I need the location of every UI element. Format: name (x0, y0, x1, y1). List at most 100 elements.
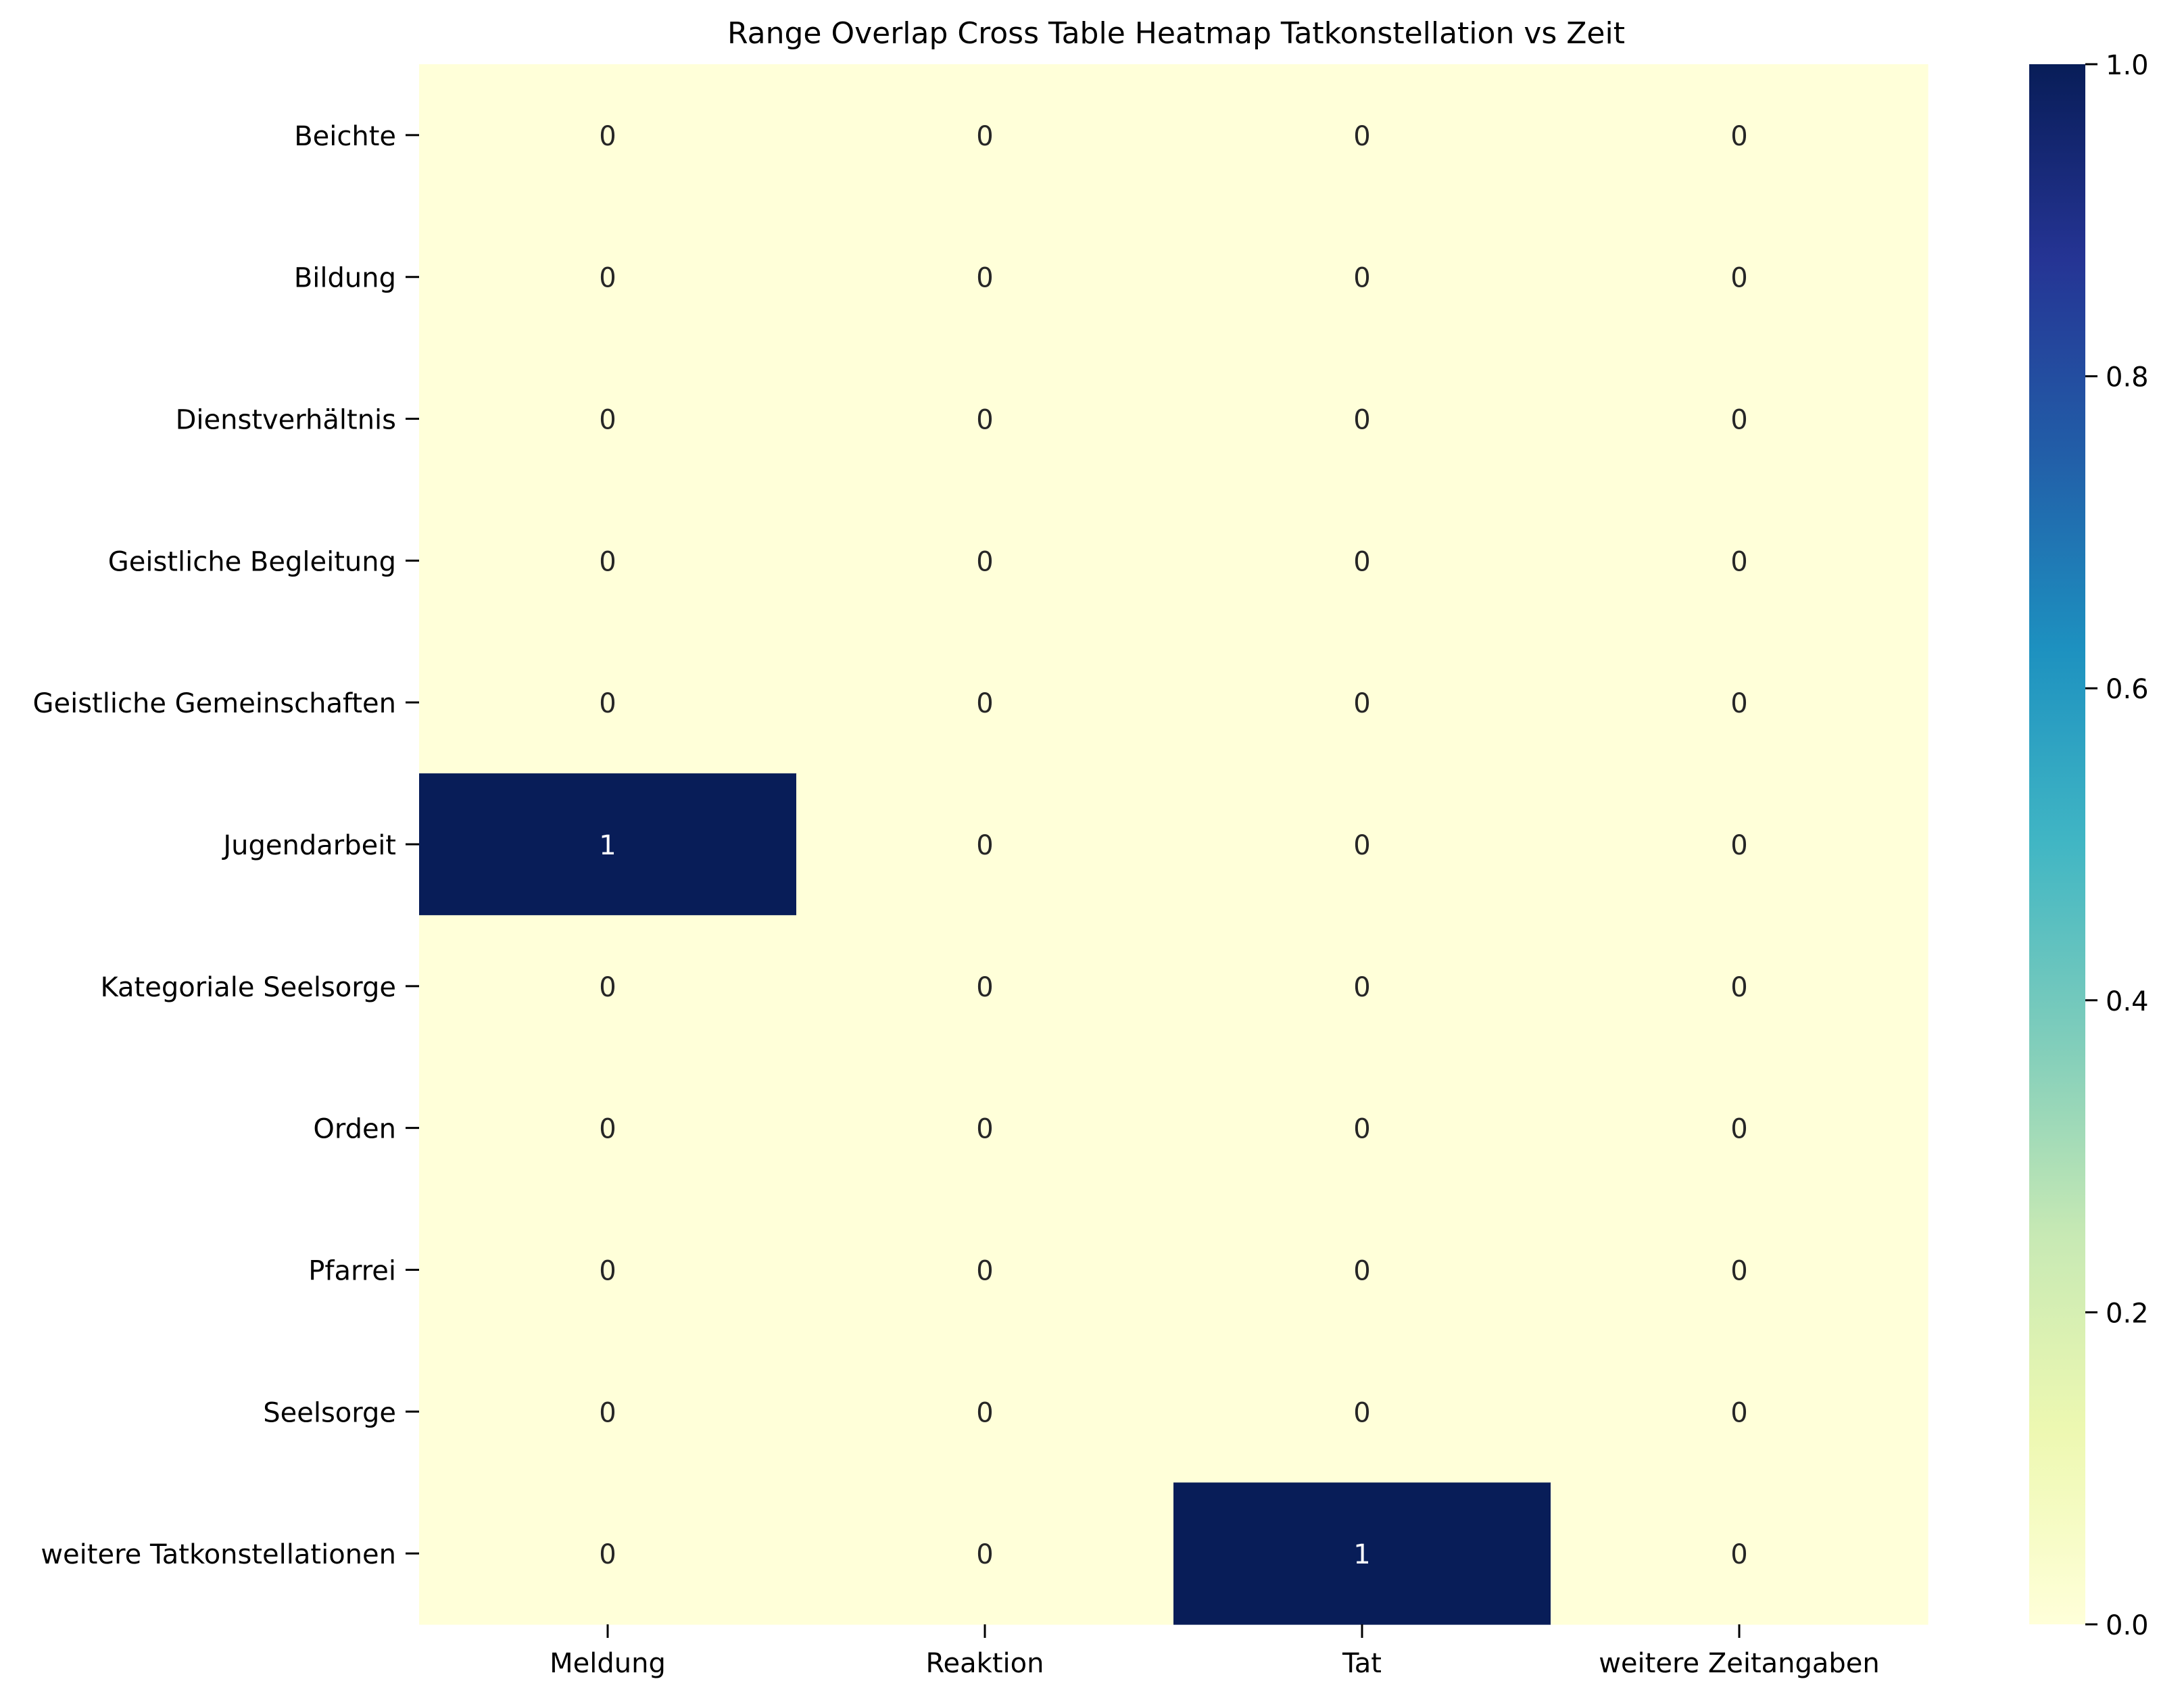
heatmap-cell-weitere-tatkonstellationen-tat (1173, 1482, 1551, 1625)
cell-value-label: 0 (1353, 263, 1370, 294)
heatmap-cell-geistliche-gemeinschaften-tat (1173, 631, 1551, 774)
x-axis: Meldung Reaktion Tat weitere Zeitangaben (550, 1624, 1880, 1679)
heatmap-cell-bildung-meldung (419, 205, 797, 349)
cell-value-label: 0 (1353, 121, 1370, 152)
heatmap-cell-weitere-tatkonstellationen-reaktion (796, 1482, 1174, 1625)
cell-value-label: 0 (1730, 1539, 1747, 1570)
heatmap-cell-dienstverhältnis-tat (1173, 347, 1551, 491)
cell-value-label: 0 (976, 546, 993, 577)
cell-value-label: 0 (1730, 121, 1747, 152)
heatmap-cell-geistliche-begleitung-reaktion (796, 489, 1174, 632)
y-tick-label-weitere-tatkonstellationen: weitere Tatkonstellationen (41, 1539, 396, 1570)
heatmap-cell-orden-meldung (419, 1057, 797, 1200)
heatmap-cell-dienstverhältnis-meldung (419, 347, 797, 491)
y-tick-label-orden: Orden (313, 1114, 396, 1145)
cell-value-label: 0 (1730, 405, 1747, 436)
heatmap-cell-kategoriale-seelsorge-weitere-zeitangaben (1551, 915, 1928, 1058)
cell-value-label: 0 (599, 1397, 616, 1428)
cell-value-label: 0 (976, 1397, 993, 1428)
y-tick-label-dienstverhältnis: Dienstverhältnis (176, 405, 396, 436)
cell-value-label: 0 (1730, 830, 1747, 861)
cell-value-label: 0 (599, 1539, 616, 1570)
cell-value-label: 0 (976, 1114, 993, 1145)
cell-value-label: 0 (1353, 546, 1370, 577)
heatmap-cells (419, 64, 1928, 1625)
y-tick-label-geistliche-begleitung: Geistliche Begleitung (108, 546, 396, 577)
cell-value-label: 0 (599, 688, 616, 719)
cell-value-label: 0 (976, 972, 993, 1003)
heatmap-cell-kategoriale-seelsorge-meldung (419, 915, 797, 1058)
cell-value-label: 0 (599, 405, 616, 436)
cell-value-label: 0 (1730, 1397, 1747, 1428)
heatmap-cell-seelsorge-reaktion (796, 1340, 1174, 1483)
heatmap-cell-seelsorge-weitere-zeitangaben (1551, 1340, 1928, 1483)
y-tick-label-seelsorge: Seelsorge (263, 1397, 396, 1428)
cell-value-label: 1 (1353, 1539, 1370, 1570)
heatmap-cell-kategoriale-seelsorge-tat (1173, 915, 1551, 1058)
heatmap-cell-beichte-reaktion (796, 64, 1174, 207)
heatmap-cell-pfarrei-tat (1173, 1198, 1551, 1341)
cell-value-label: 0 (976, 1255, 993, 1286)
x-tick-label-tat: Tat (1342, 1648, 1382, 1679)
cell-value-label: 0 (599, 1255, 616, 1286)
cell-value-label: 0 (1353, 830, 1370, 861)
heatmap-cell-kategoriale-seelsorge-reaktion (796, 915, 1174, 1058)
x-tick-label-reaktion: Reaktion (926, 1648, 1044, 1679)
cell-value-label: 0 (599, 121, 616, 152)
cell-value-label: 0 (976, 688, 993, 719)
heatmap-cell-geistliche-begleitung-meldung (419, 489, 797, 632)
y-tick-label-geistliche-gemeinschaften: Geistliche Gemeinschaften (33, 688, 397, 719)
colorbar-gradient (2029, 64, 2085, 1624)
cell-value-label: 0 (976, 405, 993, 436)
heatmap-cell-dienstverhältnis-weitere-zeitangaben (1551, 347, 1928, 491)
cell-value-label: 0 (1730, 972, 1747, 1003)
heatmap-cell-weitere-tatkonstellationen-weitere-zeitangaben (1551, 1482, 1928, 1625)
heatmap-cell-jugendarbeit-tat (1173, 773, 1551, 916)
colorbar: 0.0 0.2 0.4 0.6 0.8 1.0 (2029, 50, 2149, 1641)
heatmap-cell-orden-tat (1173, 1057, 1551, 1200)
heatmap-cell-dienstverhältnis-reaktion (796, 347, 1174, 491)
cell-value-label: 1 (599, 830, 616, 861)
heatmap-cell-beichte-meldung (419, 64, 797, 207)
heatmap-cell-geistliche-begleitung-tat (1173, 489, 1551, 632)
heatmap-cell-pfarrei-meldung (419, 1198, 797, 1341)
heatmap-cell-bildung-reaktion (796, 205, 1174, 349)
cell-value-label: 0 (1730, 688, 1747, 719)
y-axis: Beichte Bildung Dienstverhältnis Geistliche… (33, 121, 419, 1570)
heatmap-cell-jugendarbeit-meldung (419, 773, 797, 916)
cell-value-label: 0 (1353, 1255, 1370, 1286)
heatmap-cell-beichte-weitere-zeitangaben (1551, 64, 1928, 207)
colorbar-tick-label: 1.0 (2106, 50, 2149, 81)
colorbar-tick-label: 0.4 (2106, 986, 2149, 1017)
cell-value-label: 0 (1353, 1114, 1370, 1145)
heatmap-cell-beichte-tat (1173, 64, 1551, 207)
cell-value-label: 0 (599, 1114, 616, 1145)
heatmap-cell-geistliche-gemeinschaften-reaktion (796, 631, 1174, 774)
cell-value-label: 0 (976, 830, 993, 861)
colorbar-tick-label: 0.0 (2106, 1610, 2149, 1641)
heatmap-cell-orden-weitere-zeitangaben (1551, 1057, 1928, 1200)
cell-value-label: 0 (599, 263, 616, 294)
cell-value-label: 0 (1353, 972, 1370, 1003)
heatmap-cell-labels: 0 0 0 0 0 0 0 0 0 0 0 0 0 0 0 0 0 0 0 0 1 0 0 0 0 0 0 0 0 0 0 0 0 0 0 0 0 0 0 0… (599, 121, 1747, 1570)
heatmap-cell-seelsorge-tat (1173, 1340, 1551, 1483)
heatmap-cell-weitere-tatkonstellationen-meldung (419, 1482, 797, 1625)
heatmap-cell-bildung-weitere-zeitangaben (1551, 205, 1928, 349)
heatmap-cell-geistliche-gemeinschaften-meldung (419, 631, 797, 774)
x-tick-label-weitere-zeitangaben: weitere Zeitangaben (1599, 1648, 1880, 1679)
heatmap-cell-pfarrei-reaktion (796, 1198, 1174, 1341)
cell-value-label: 0 (976, 1539, 993, 1570)
heatmap-cell-seelsorge-meldung (419, 1340, 797, 1483)
cell-value-label: 0 (976, 263, 993, 294)
heatmap-cell-geistliche-begleitung-weitere-zeitangaben (1551, 489, 1928, 632)
heatmap-cell-jugendarbeit-reaktion (796, 773, 1174, 916)
cell-value-label: 0 (599, 546, 616, 577)
y-tick-label-beichte: Beichte (294, 121, 396, 152)
cell-value-label: 0 (1353, 1397, 1370, 1428)
y-tick-label-bildung: Bildung (294, 263, 396, 294)
cell-value-label: 0 (1730, 1255, 1747, 1286)
colorbar-tick-label: 0.2 (2106, 1298, 2149, 1329)
y-tick-label-pfarrei: Pfarrei (308, 1255, 396, 1286)
